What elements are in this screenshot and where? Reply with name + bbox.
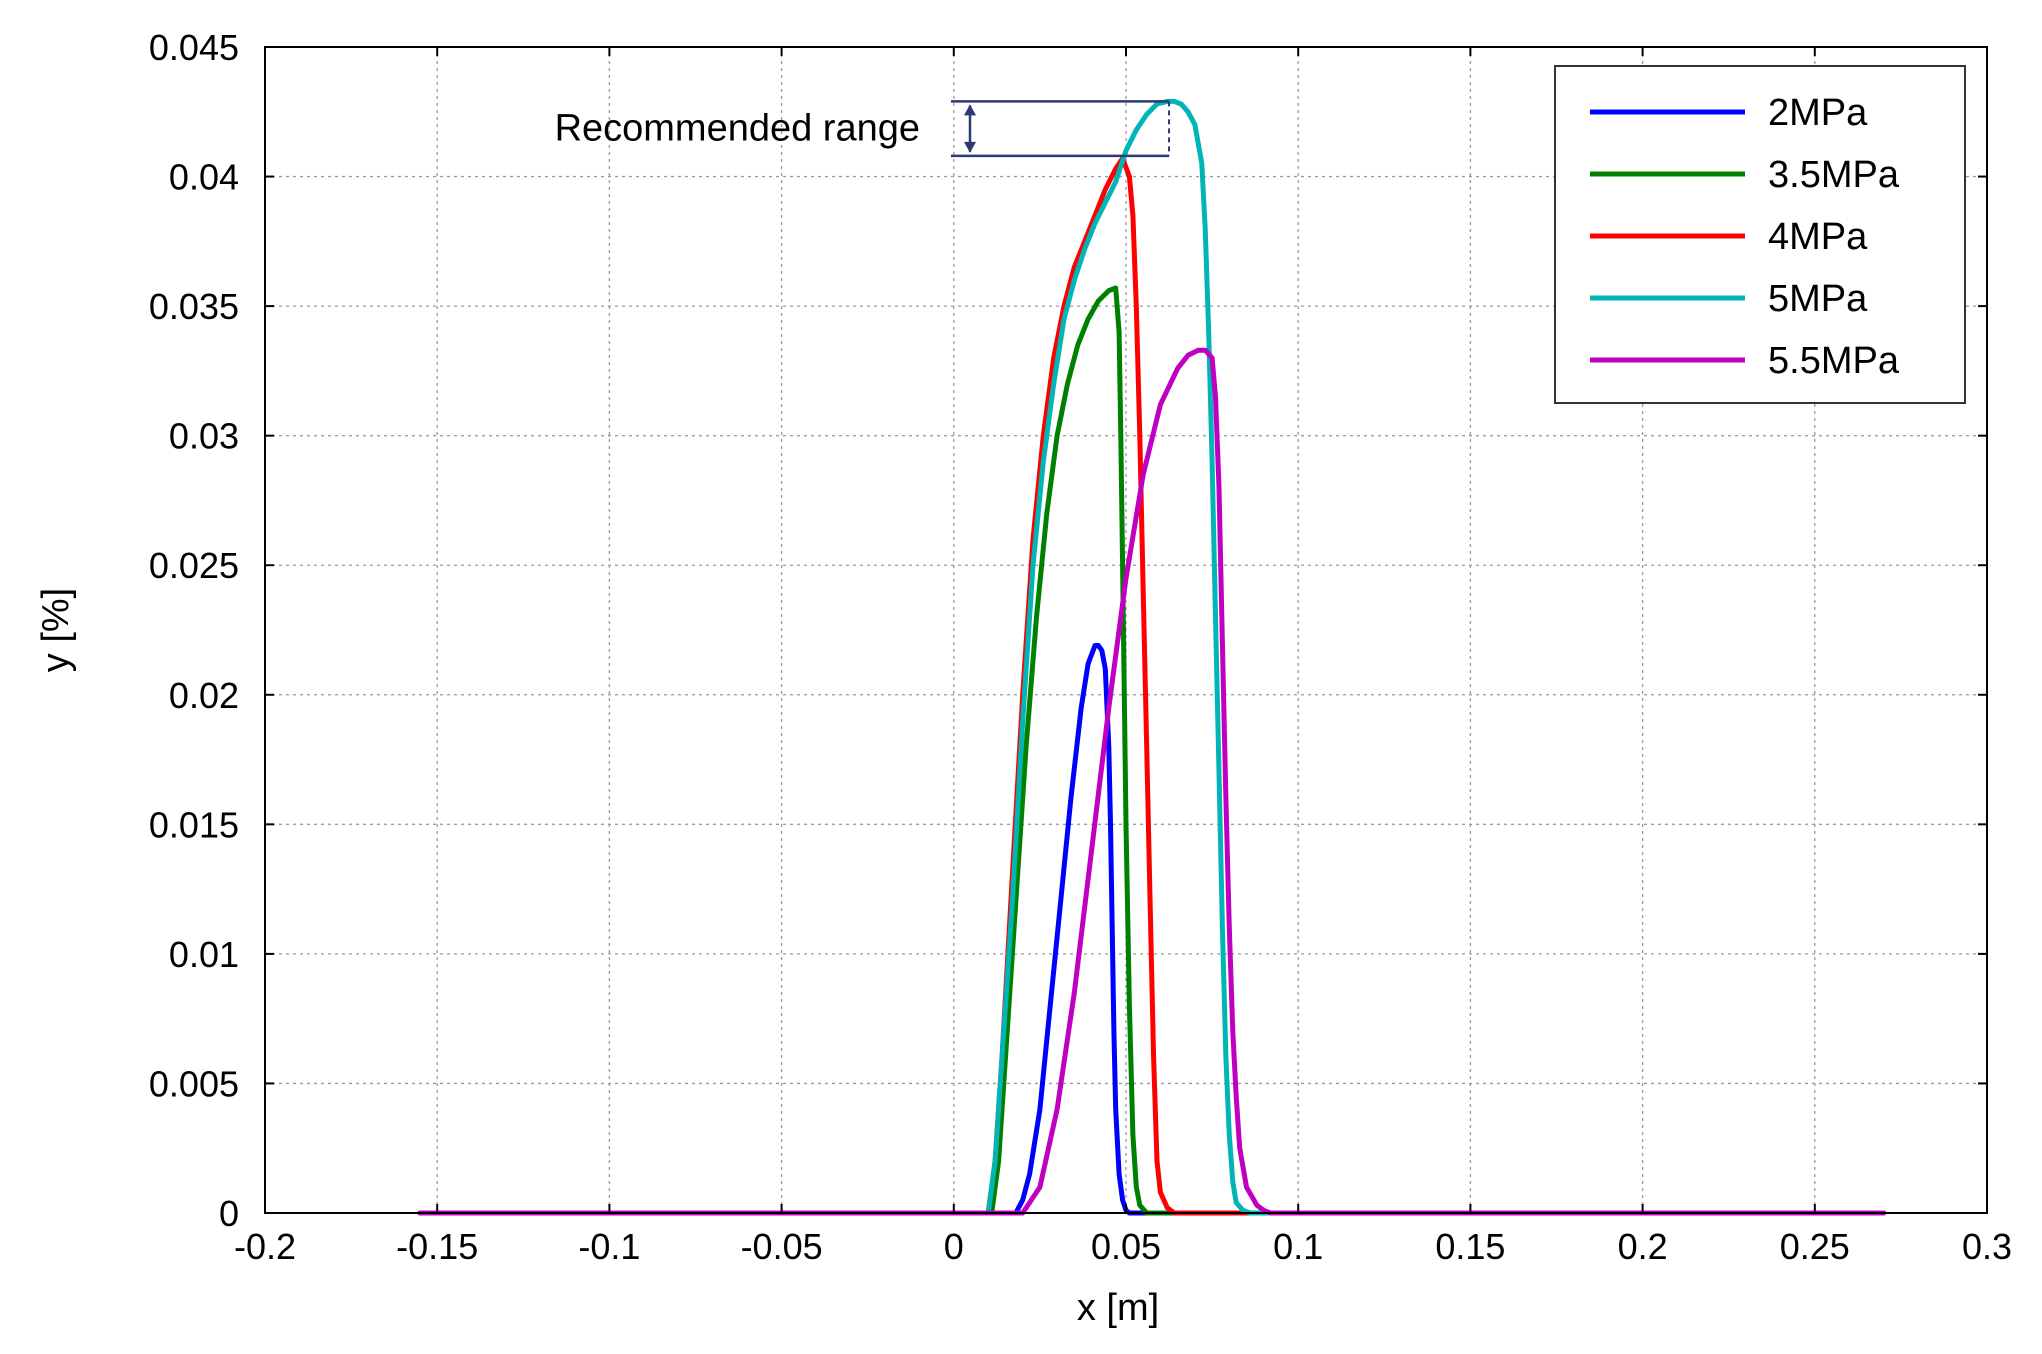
y-tick-label: 0.03	[169, 416, 239, 457]
y-tick-label: 0.04	[169, 157, 239, 198]
recommended-range-annotation: Recommended range	[555, 100, 1171, 158]
x-tick-label: 0	[944, 1226, 964, 1267]
series-line-5mpa	[417, 98, 1887, 1216]
series-line-3-5mpa	[417, 285, 1887, 1216]
x-tick-label: -0.05	[741, 1226, 823, 1267]
y-tick-label: 0.035	[149, 286, 239, 327]
x-tick-label: -0.2	[234, 1226, 296, 1267]
range-arrow-head-down	[964, 141, 976, 153]
x-tick-label: 0.3	[1962, 1226, 2012, 1267]
x-axis-title: x [m]	[1077, 1287, 1159, 1329]
x-tick-label: 0.15	[1435, 1226, 1505, 1267]
legend-label-5-5mpa: 5.5MPa	[1768, 340, 1900, 382]
y-tick-label: 0	[219, 1193, 239, 1234]
x-tick-label: 0.05	[1091, 1226, 1161, 1267]
x-tick-label: 0.1	[1273, 1226, 1323, 1267]
axis-ticks: -0.2 -0.15 -0.1 -0.05 0 0.05 0.1 0.15 0.2 0.25 0.3…	[149, 27, 2012, 1267]
y-tick-label: 0.025	[149, 545, 239, 586]
legend-label-5mpa: 5MPa	[1768, 278, 1868, 320]
range-arrow-head-up	[964, 104, 976, 116]
x-tick-label: -0.1	[578, 1226, 640, 1267]
x-tick-label: 0.2	[1618, 1226, 1668, 1267]
y-tick-label: 0.015	[149, 804, 239, 845]
legend: 2MPa 3.5MPa 4MPa 5MPa 5.5MPa	[1554, 65, 1966, 404]
legend-label-4mpa: 4MPa	[1768, 216, 1868, 258]
y-tick-label: 0.01	[169, 934, 239, 975]
x-tick-label: 0.25	[1780, 1226, 1850, 1267]
y-tick-label: 0.045	[149, 27, 239, 68]
y-tick-label: 0.005	[149, 1063, 239, 1104]
legend-label-3-5mpa: 3.5MPa	[1768, 154, 1900, 196]
recommended-range-label: Recommended range	[555, 108, 920, 150]
y-axis-title: y [%]	[35, 588, 77, 672]
y-tick-label: 0.02	[169, 675, 239, 716]
legend-label-2mpa: 2MPa	[1768, 92, 1868, 134]
series-line-5-5mpa	[417, 347, 1887, 1216]
x-tick-label: -0.15	[396, 1226, 478, 1267]
